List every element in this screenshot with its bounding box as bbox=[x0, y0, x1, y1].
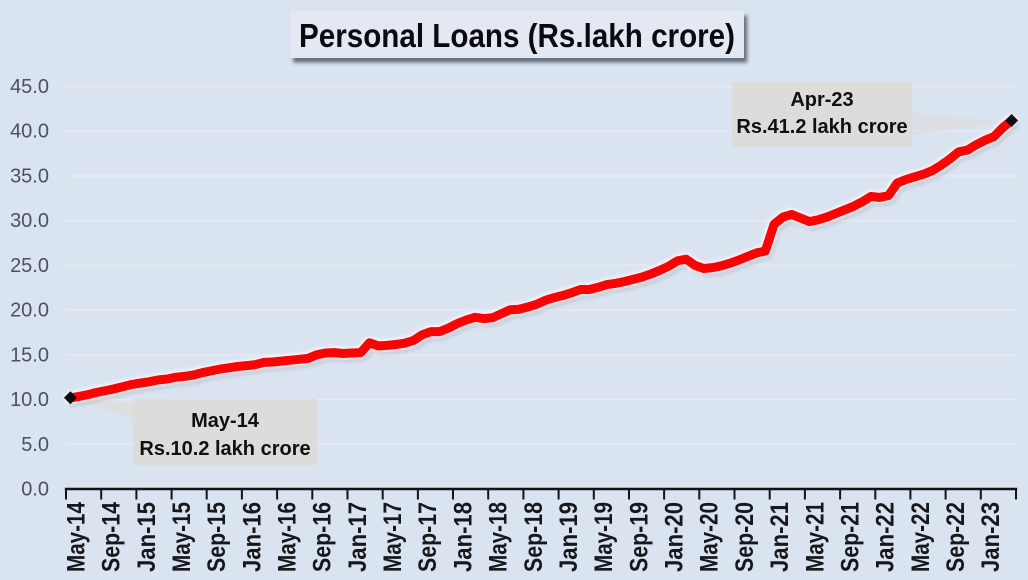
svg-text:0.0: 0.0 bbox=[21, 479, 49, 501]
svg-text:Sep-17: Sep-17 bbox=[414, 502, 442, 572]
svg-text:May-20: May-20 bbox=[696, 502, 724, 572]
svg-text:Jan-18: Jan-18 bbox=[449, 502, 477, 572]
svg-text:Jan-23: Jan-23 bbox=[977, 502, 1005, 572]
svg-text:May-18: May-18 bbox=[485, 502, 513, 572]
svg-text:Sep-16: Sep-16 bbox=[309, 502, 337, 572]
svg-text:35.0: 35.0 bbox=[10, 165, 49, 187]
svg-text:Jan-19: Jan-19 bbox=[555, 502, 583, 572]
svg-text:Personal Loans (Rs.lakh crore): Personal Loans (Rs.lakh crore) bbox=[299, 17, 735, 54]
svg-text:Jan-20: Jan-20 bbox=[661, 502, 689, 572]
svg-text:25.0: 25.0 bbox=[10, 255, 49, 277]
svg-text:Sep-15: Sep-15 bbox=[203, 502, 231, 572]
svg-text:May-14: May-14 bbox=[62, 502, 90, 572]
svg-text:30.0: 30.0 bbox=[10, 210, 49, 232]
svg-text:Apr-23: Apr-23 bbox=[790, 89, 853, 111]
svg-text:Sep-20: Sep-20 bbox=[731, 502, 759, 572]
svg-text:45.0: 45.0 bbox=[10, 76, 49, 98]
svg-text:Jan-22: Jan-22 bbox=[872, 502, 900, 572]
svg-text:May-21: May-21 bbox=[801, 502, 829, 572]
svg-text:Rs.10.2 lakh crore: Rs.10.2 lakh crore bbox=[139, 438, 310, 460]
svg-text:Sep-19: Sep-19 bbox=[625, 502, 653, 572]
svg-text:Jan-21: Jan-21 bbox=[766, 502, 794, 572]
svg-text:May-14: May-14 bbox=[191, 410, 260, 432]
svg-text:Sep-22: Sep-22 bbox=[942, 502, 970, 572]
svg-text:15.0: 15.0 bbox=[10, 344, 49, 366]
svg-text:5.0: 5.0 bbox=[21, 434, 49, 456]
svg-text:20.0: 20.0 bbox=[10, 300, 49, 322]
svg-text:May-19: May-19 bbox=[590, 502, 618, 572]
svg-text:Jan-15: Jan-15 bbox=[133, 502, 161, 572]
svg-text:Rs.41.2 lakh crore: Rs.41.2 lakh crore bbox=[736, 116, 907, 138]
svg-text:40.0: 40.0 bbox=[10, 121, 49, 143]
svg-text:May-15: May-15 bbox=[168, 502, 196, 572]
svg-text:Sep-21: Sep-21 bbox=[837, 502, 865, 572]
svg-text:Sep-14: Sep-14 bbox=[98, 502, 126, 572]
svg-text:May-22: May-22 bbox=[907, 502, 935, 572]
svg-text:Jan-16: Jan-16 bbox=[238, 502, 266, 572]
svg-text:May-16: May-16 bbox=[274, 502, 302, 572]
svg-text:10.0: 10.0 bbox=[10, 389, 49, 411]
svg-text:Jan-17: Jan-17 bbox=[344, 502, 372, 572]
svg-text:May-17: May-17 bbox=[379, 502, 407, 572]
svg-text:Sep-18: Sep-18 bbox=[520, 502, 548, 572]
